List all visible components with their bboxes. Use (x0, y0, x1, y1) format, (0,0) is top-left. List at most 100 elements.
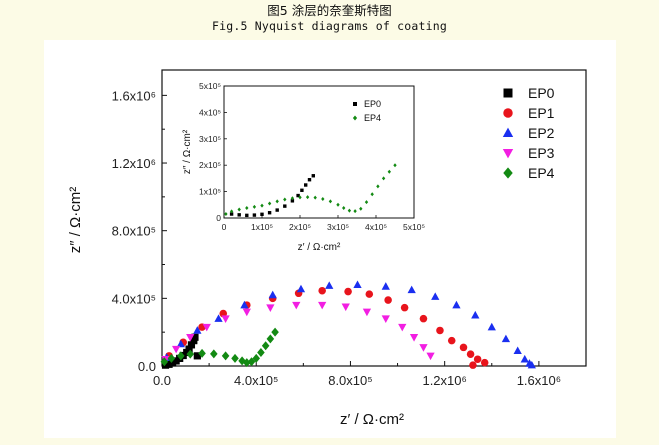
y-tick-label: 0.0 (138, 359, 156, 374)
inset-point-ep0 (296, 193, 300, 198)
main-plot-frame (161, 69, 587, 367)
caption-english: Fig.5 Nyquist diagrams of coating (211, 19, 448, 33)
inset-point-ep4 (224, 212, 228, 217)
legend: EP0 EP1 EP2 EP3 EP4 (502, 85, 555, 181)
point-ep1 (473, 355, 482, 364)
inset-x-tick-label: 2x10⁵ (289, 222, 311, 232)
point-ep2 (471, 310, 480, 319)
inset-point-ep4 (376, 184, 380, 189)
inset-point-ep0 (290, 199, 295, 203)
y-tick-label: 4.0x10⁵ (112, 291, 156, 306)
point-ep1 (344, 287, 352, 296)
x-tick-label: 4.0x10⁵ (234, 373, 278, 388)
inset-series-marks (224, 163, 397, 218)
point-ep2 (176, 339, 185, 348)
y-tick-label: 1.6x10⁶ (112, 88, 156, 103)
point-ep3 (426, 352, 435, 361)
point-ep2 (325, 281, 334, 289)
point-ep2 (240, 300, 249, 309)
series-ep0 (161, 333, 201, 369)
point-ep0 (193, 352, 201, 360)
y-tick-label: 8.0x10⁵ (112, 224, 156, 239)
point-ep1 (459, 343, 468, 352)
point-ep1 (466, 350, 475, 358)
point-ep3 (186, 334, 195, 342)
inset-point-ep4 (328, 199, 333, 204)
inset-legend-label-ep0: EP0 (364, 99, 381, 109)
inset-point-ep0 (311, 174, 315, 178)
inset-point-ep4 (393, 163, 397, 168)
point-ep4 (186, 349, 195, 359)
point-ep1 (436, 326, 444, 335)
inset-point-ep4 (283, 197, 287, 202)
inset-point-ep0 (229, 212, 234, 216)
point-ep4 (261, 341, 270, 351)
point-ep4 (238, 356, 246, 366)
point-ep2 (193, 326, 202, 334)
point-ep2 (527, 360, 536, 369)
point-ep1 (419, 314, 428, 323)
inset-point-ep4 (370, 192, 374, 197)
series-ep4 (160, 327, 279, 368)
x-tick-label: 8.0x10⁵ (328, 373, 372, 388)
point-ep3 (398, 323, 407, 332)
point-ep3 (341, 303, 350, 312)
point-ep1 (400, 303, 409, 312)
inset-point-ep4 (237, 207, 241, 212)
inset-point-ep4 (305, 195, 310, 200)
legend-marker-ep3 (502, 148, 514, 159)
inset-point-ep0 (267, 211, 272, 215)
inset-point-ep0 (252, 213, 257, 217)
inset-point-ep4 (353, 209, 357, 214)
point-ep2 (520, 354, 529, 363)
inset-point-ep0 (245, 213, 249, 218)
figure-caption: 图5 涂层的奈奎斯特图 Fig.5 Nyquist diagrams of co… (0, 0, 659, 33)
inset-point-ep0 (283, 204, 287, 208)
inset-point-ep4 (252, 204, 257, 209)
nyquist-chart: 0.00.0 4.0x10⁵ 4.0x10⁵ 8.0x10⁵ 8.0x10⁵ 1.2x10… (67, 69, 587, 428)
point-ep3 (202, 323, 211, 332)
point-ep4 (160, 357, 169, 367)
x-tick-label: 1.6x10⁶ (517, 373, 561, 388)
point-ep4 (198, 348, 206, 358)
inset-axis-ticks: 00 1x10⁵ 1x10⁵ 2x10⁵ 2x10⁵ 3x10⁵ 3x10⁵ 4x10⁵ 4x1… (199, 81, 425, 232)
point-ep1 (469, 361, 477, 369)
legend-marker-ep4 (503, 167, 513, 179)
point-ep0 (185, 345, 193, 353)
inset-point-ep0 (300, 188, 304, 192)
inset-x-tick-label: 3x10⁵ (327, 222, 349, 232)
inset-point-ep4 (229, 209, 234, 214)
point-ep1 (318, 286, 326, 295)
point-ep4 (257, 347, 265, 357)
point-ep3 (318, 301, 327, 310)
point-ep1 (447, 336, 456, 345)
inset-point-ep0 (237, 213, 241, 217)
point-ep2 (296, 284, 306, 293)
inset-y-tick-label: 5x10⁵ (199, 81, 221, 91)
figure-card: 0.0 0.0 4.0x10⁵ 4.0x10⁵ 8.0x10⁵ 8.0x10⁵ 1.2x10… (44, 40, 616, 438)
point-ep0 (191, 333, 199, 341)
point-ep3 (362, 308, 372, 317)
point-ep3 (409, 334, 419, 342)
inset-legend-label-ep4: EP4 (364, 113, 381, 123)
inset-point-ep4 (290, 196, 295, 201)
inset-point-ep4 (381, 176, 386, 181)
point-ep0 (187, 341, 196, 349)
point-ep3 (419, 344, 428, 352)
inset-point-ep4 (342, 205, 346, 210)
inset-point-ep4 (359, 206, 363, 211)
inset-point-ep4 (313, 195, 317, 200)
point-ep4 (252, 353, 261, 363)
legend-marker-ep0 (503, 88, 513, 98)
point-ep2 (407, 285, 416, 294)
inset-x-tick-label: 5x10⁵ (403, 222, 425, 232)
inset-point-ep4 (321, 196, 325, 201)
inset-point-ep0 (275, 208, 279, 212)
inset-series-ep4 (224, 163, 397, 217)
x-tick-label: 0.0 (153, 373, 171, 388)
point-ep4 (271, 327, 279, 337)
inset-plot-frame (223, 85, 415, 219)
inset-point-ep0 (304, 183, 308, 187)
point-ep4 (243, 358, 251, 368)
